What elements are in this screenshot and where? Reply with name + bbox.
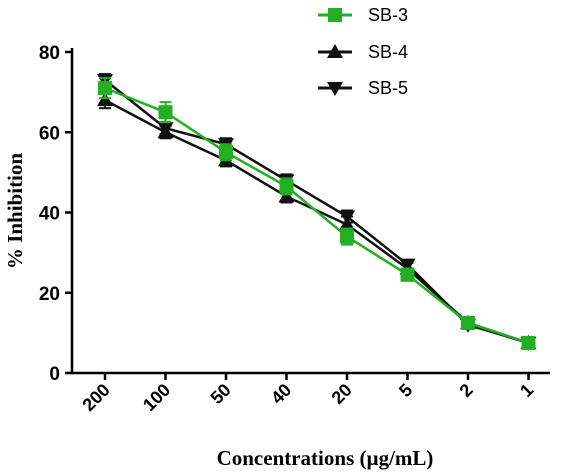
data-point xyxy=(158,105,173,120)
legend-label: SB-5 xyxy=(368,78,408,98)
data-point xyxy=(157,122,174,137)
series-line xyxy=(104,86,529,345)
data-point xyxy=(340,229,354,244)
legend-label: SB-4 xyxy=(368,42,408,62)
x-axis-label: Concentrations (µg/mL) xyxy=(217,446,434,470)
y-tick-label: 40 xyxy=(39,204,60,225)
data-point xyxy=(521,335,536,350)
y-tick-label: 80 xyxy=(39,43,60,64)
legend-item-sb-3: SB-3 xyxy=(318,5,408,25)
data-point xyxy=(399,258,416,273)
x-tick-label: 5 xyxy=(395,380,416,401)
legend-label: SB-3 xyxy=(368,5,408,25)
data-point xyxy=(400,267,415,282)
x-tick-label: 50 xyxy=(207,380,235,408)
legend-marker xyxy=(327,44,343,58)
x-tick-label: 200 xyxy=(78,380,113,415)
x-tick-label: 2 xyxy=(456,380,477,401)
data-point xyxy=(339,210,355,225)
x-tick-label: 40 xyxy=(267,380,295,408)
y-tick-label: 60 xyxy=(39,123,60,144)
legend-item-sb-4: SB-4 xyxy=(318,42,408,62)
series-layer xyxy=(97,73,537,351)
legend-marker xyxy=(328,8,342,22)
legend: SB-3 SB-4 SB-5 xyxy=(318,5,408,98)
data-point xyxy=(219,145,233,160)
x-tick-label: 1 xyxy=(516,380,537,401)
legend-marker xyxy=(327,82,343,96)
series-sb-3 xyxy=(98,77,536,350)
y-tick-label: 0 xyxy=(49,364,60,385)
legend-item-sb-5: SB-5 xyxy=(318,78,408,98)
data-point xyxy=(278,188,295,203)
data-point xyxy=(98,81,112,96)
x-tick-label: 20 xyxy=(328,380,356,408)
y-tick-label: 20 xyxy=(39,284,60,305)
data-point xyxy=(461,315,475,330)
axes: 0 20 40 60 80 200 100 50 40 20 5 2 1 xyxy=(39,43,550,415)
y-axis-label: % Inhibition xyxy=(3,153,27,269)
data-point xyxy=(97,92,113,107)
x-tick-label: 100 xyxy=(139,380,174,415)
data-point xyxy=(279,179,294,194)
